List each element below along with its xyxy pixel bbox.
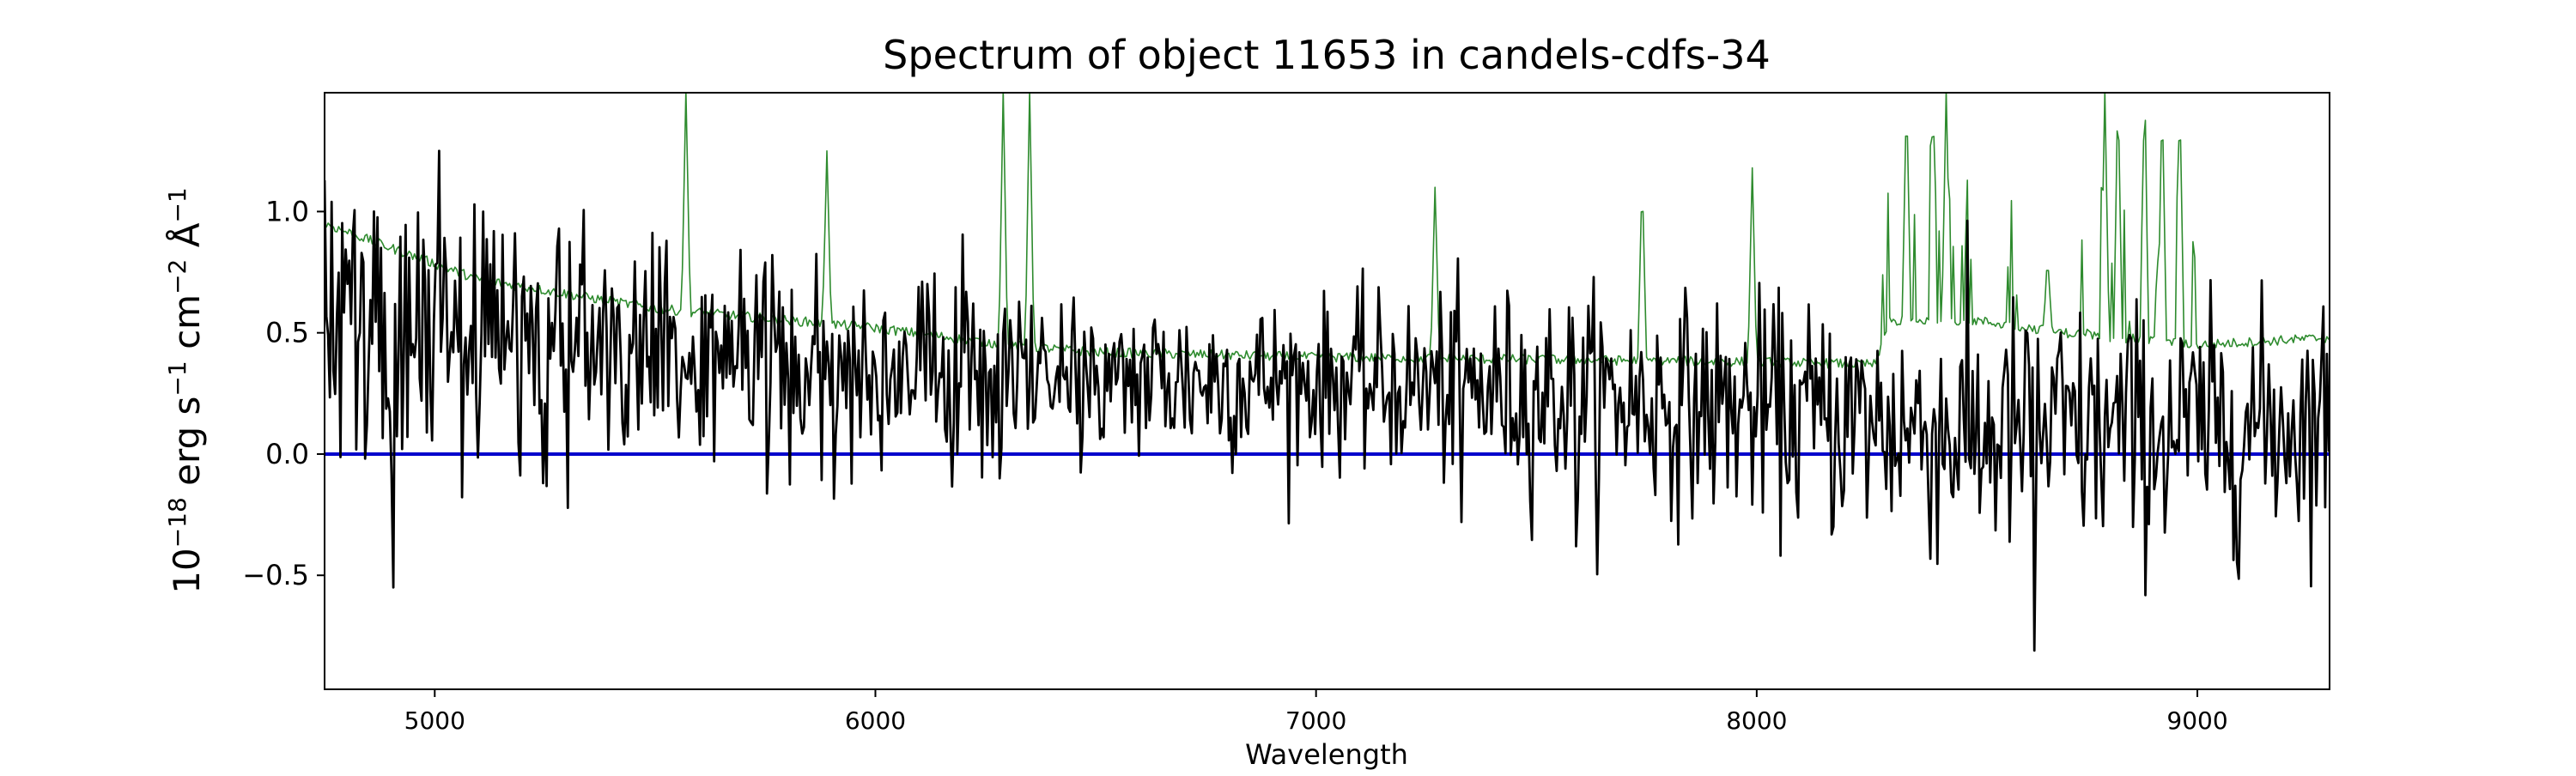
y-label-exp-cm: −2	[163, 259, 191, 294]
y-tick-label: 0.5	[265, 317, 309, 349]
x-axis: 5000 6000 7000 8000 9000	[404, 689, 2228, 735]
y-label-unit-angstrom: Å	[165, 222, 208, 258]
flux-spectrum-line	[325, 149, 2330, 652]
chart-title: Spectrum of object 11653 in candels-cdfs…	[883, 32, 1771, 78]
y-label-unit-erg-s: erg s	[166, 397, 208, 498]
y-axis-label: 10−18 erg s−1 cm−2 Å−1	[163, 187, 208, 593]
y-label-exp-power: −18	[163, 497, 191, 548]
y-tick-label: −0.5	[242, 559, 309, 591]
x-tick-label: 9000	[2166, 706, 2227, 735]
y-tick-label: 0.0	[265, 438, 309, 470]
x-tick-label: 5000	[404, 706, 465, 735]
y-tick-label: 1.0	[265, 195, 309, 227]
y-label-base: 10	[166, 548, 208, 593]
axes-frame	[324, 92, 2330, 690]
x-tick-label: 6000	[845, 706, 906, 735]
x-tick-label: 8000	[1726, 706, 1787, 735]
x-tick-label: 7000	[1285, 706, 1346, 735]
x-axis-label: Wavelength	[1245, 738, 1408, 771]
y-label-exp-angstrom: −1	[163, 187, 191, 222]
y-label-unit-cm: cm	[166, 294, 208, 361]
y-axis: −0.5 0.0 0.5 1.0	[242, 195, 325, 591]
y-label-exp-s: −1	[163, 361, 191, 396]
plot-area	[325, 93, 2330, 652]
